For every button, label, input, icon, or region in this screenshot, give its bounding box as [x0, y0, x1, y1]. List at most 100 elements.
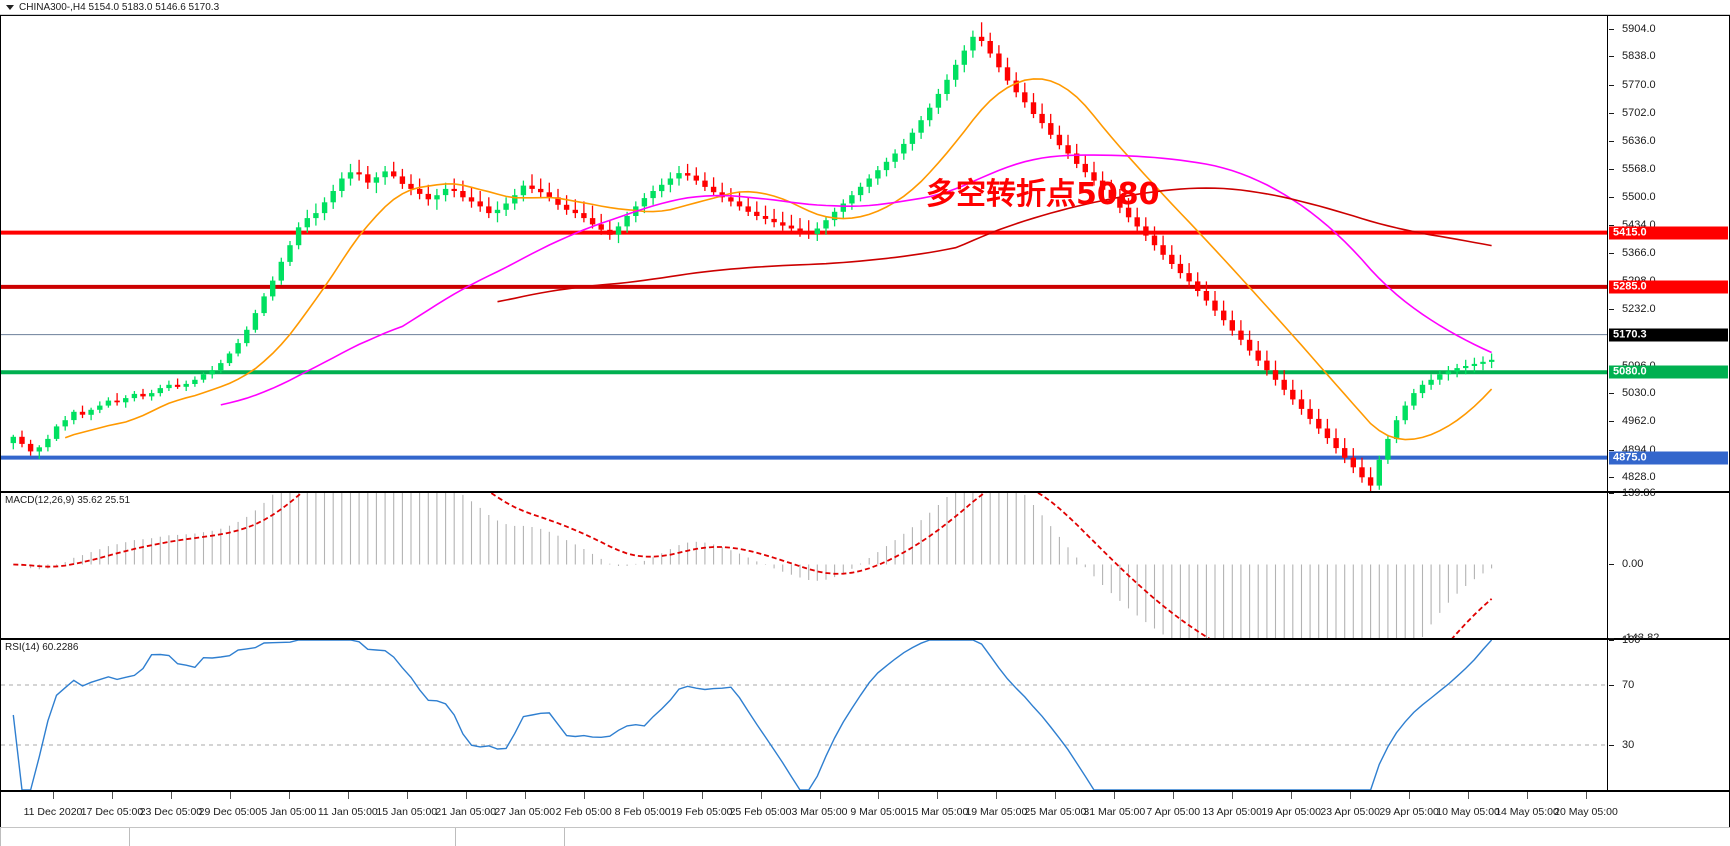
time-axis-tick: [583, 792, 585, 799]
time-axis-tick: [465, 792, 467, 799]
time-axis-tick: [1409, 792, 1411, 799]
triangle-down-icon[interactable]: [6, 4, 14, 10]
status-bar-cell-2: [455, 828, 565, 846]
time-axis-tick: [760, 792, 762, 799]
axis-tick: [1609, 477, 1614, 479]
time-axis-tick: [229, 792, 231, 799]
time-axis-label: 19 Apr 05:00: [1261, 806, 1321, 818]
axis-tick-label: 0.00: [1622, 558, 1644, 571]
time-axis-label: 7 Apr 05:00: [1146, 806, 1201, 818]
time-axis-label: 3 Mar 05:00: [791, 806, 848, 818]
time-axis-tick: [1586, 792, 1587, 799]
time-axis-label: 10 May 05:00: [1436, 806, 1500, 818]
time-axis-tick: [1527, 792, 1529, 799]
price-tag[interactable]: 5415.0: [1609, 226, 1728, 240]
price-tag[interactable]: 5080.0: [1609, 365, 1728, 379]
axis-tick-label: 5770.0: [1622, 78, 1656, 91]
axis-tick: [1609, 84, 1614, 86]
price-tag[interactable]: 5170.3: [1609, 328, 1728, 342]
time-axis-tick: [288, 792, 290, 799]
rsi-axis[interactable]: 100 70 30: [1607, 634, 1729, 790]
price-tag[interactable]: 4875.0: [1609, 451, 1728, 465]
time-axis-tick: [1291, 792, 1293, 799]
chart-header: CHINA300-,H4 5154.0 5183.0 5146.6 5170.3: [0, 0, 1730, 15]
axis-tick: [1609, 140, 1614, 142]
axis-tick-label: 5030.0: [1622, 387, 1656, 400]
time-axis-tick: [1114, 792, 1116, 799]
macd-plot-area[interactable]: [1, 493, 1607, 638]
time-axis[interactable]: 11 Dec 2020 17 Dec 05:00 23 Dec 05:00 29 De…: [0, 791, 1730, 827]
axis-tick-label: 5232.0: [1622, 302, 1656, 315]
time-axis-tick: [1232, 792, 1234, 799]
rsi-label: RSI(14) 60.2286: [5, 642, 79, 653]
time-axis-label: 13 Apr 05:00: [1202, 806, 1262, 818]
axis-tick: [1609, 168, 1614, 170]
time-axis-tick: [642, 792, 644, 799]
axis-tick-label: 5500.0: [1622, 191, 1656, 204]
price-tag[interactable]: 5285.0: [1609, 280, 1728, 294]
time-axis-tick: [111, 792, 113, 799]
axis-tick: [1609, 564, 1614, 566]
status-bar: [0, 827, 1730, 846]
time-axis-label: 11 Jan 05:00: [317, 806, 378, 818]
time-axis-label: 11 Dec 2020: [23, 806, 83, 818]
rsi-indicator-panel[interactable]: RSI(14) 60.2286 100 70 30: [0, 634, 1730, 791]
axis-tick: [1609, 745, 1614, 746]
axis-tick-label: 139.86: [1622, 487, 1656, 499]
time-axis-tick: [996, 792, 998, 799]
time-axis-label: 9 Mar 05:00: [850, 806, 907, 818]
time-axis-label: 27 Jan 05:00: [494, 806, 556, 818]
symbol-ohlc-label: CHINA300-,H4 5154.0 5183.0 5146.6 5170.3: [19, 1, 220, 13]
macd-indicator-panel[interactable]: MACD(12,26,9) 35.62 25.51 139.86 0.00 -143…: [0, 487, 1730, 644]
axis-tick-label: 5838.0: [1622, 50, 1656, 63]
time-axis-tick: [406, 792, 408, 799]
axis-tick: [1609, 640, 1614, 641]
time-axis-label: 20 May 05:00: [1554, 806, 1618, 818]
price-axis[interactable]: 5904.0 5838.0 5770.0 5702.0 5636.0 5568.0 5500…: [1607, 16, 1729, 491]
axis-tick: [1609, 113, 1614, 115]
axis-tick-label: 5636.0: [1622, 134, 1656, 147]
time-axis-tick: [701, 792, 703, 799]
axis-tick: [1609, 493, 1614, 494]
time-axis-label: 15 Mar 05:00: [906, 806, 969, 818]
chart-annotation-text: 多空转折点5080: [926, 177, 1160, 212]
axis-tick-label: 5702.0: [1622, 107, 1656, 120]
axis-tick: [1609, 449, 1614, 451]
time-axis-tick: [937, 792, 939, 799]
time-axis-label: 29 Dec 05:00: [198, 806, 262, 818]
axis-tick: [1609, 197, 1614, 199]
time-axis-label: 8 Feb 05:00: [614, 806, 671, 818]
time-axis-tick: [1468, 792, 1470, 799]
axis-tick-label: 4962.0: [1622, 415, 1656, 428]
axis-tick-label: 4828.0: [1622, 471, 1656, 484]
rsi-plot-area[interactable]: [1, 640, 1607, 790]
axis-tick-label: 5366.0: [1622, 247, 1656, 260]
time-axis-label: 19 Mar 05:00: [965, 806, 1028, 818]
macd-axis[interactable]: 139.86 0.00 -143.82: [1607, 487, 1729, 644]
time-axis-label: 14 May 05:00: [1495, 806, 1559, 818]
time-axis-tick: [1350, 792, 1352, 799]
time-axis-label: 17 Dec 05:00: [80, 806, 144, 818]
status-bar-cell-1: [0, 828, 130, 846]
price-chart-panel[interactable]: 5904.0 5838.0 5770.0 5702.0 5636.0 5568.0 5500…: [0, 15, 1730, 492]
axis-tick: [1609, 308, 1614, 310]
time-axis-tick: [53, 792, 54, 799]
axis-tick: [1609, 28, 1614, 30]
axis-tick-label: 70: [1622, 679, 1635, 691]
time-axis-tick: [1173, 792, 1175, 799]
price-plot-area[interactable]: [1, 16, 1607, 491]
time-axis-tick: [170, 792, 172, 799]
axis-tick: [1609, 393, 1614, 395]
axis-tick-label: 30: [1622, 739, 1635, 751]
time-axis-label: 25 Mar 05:00: [1024, 806, 1087, 818]
time-axis-label: 5 Jan 05:00: [261, 806, 317, 818]
time-axis-label: 19 Feb 05:00: [670, 806, 733, 818]
axis-tick-label: 100: [1622, 634, 1641, 646]
time-axis-label: 2 Feb 05:00: [555, 806, 612, 818]
time-axis-label: 29 Apr 05:00: [1379, 806, 1439, 818]
axis-tick: [1609, 224, 1614, 226]
axis-tick: [1609, 638, 1614, 639]
axis-tick: [1609, 685, 1614, 686]
time-axis-tick: [347, 792, 349, 799]
